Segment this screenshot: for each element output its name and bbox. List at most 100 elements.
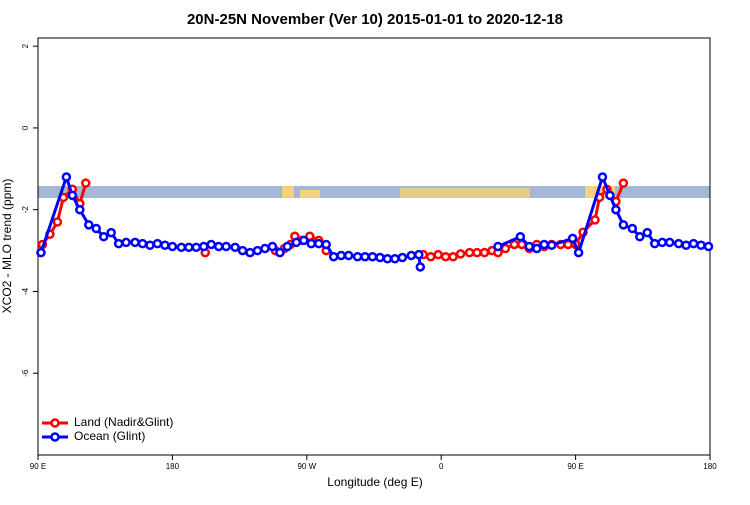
point xyxy=(328,251,339,262)
x-tick-label: 180 xyxy=(166,462,180,471)
point xyxy=(206,239,216,250)
point xyxy=(664,237,675,248)
point xyxy=(145,240,155,251)
point xyxy=(213,241,224,252)
point xyxy=(113,238,124,249)
point xyxy=(230,242,240,253)
point xyxy=(390,254,400,264)
point xyxy=(479,247,490,258)
point xyxy=(406,250,417,261)
point xyxy=(375,252,385,263)
point xyxy=(321,239,331,250)
point xyxy=(367,251,378,262)
legend-marker xyxy=(50,418,60,428)
legend-marker xyxy=(50,432,60,442)
point xyxy=(681,240,691,251)
x-axis-label: Longitude (deg E) xyxy=(327,475,422,489)
point xyxy=(611,204,621,215)
legend-label: Land (Nadir&Glint) xyxy=(74,415,173,429)
point xyxy=(306,238,317,249)
point xyxy=(397,252,408,263)
point xyxy=(221,241,231,252)
y-tick-label: -4 xyxy=(21,287,30,295)
point xyxy=(343,250,354,261)
point xyxy=(455,249,466,259)
point xyxy=(282,241,293,252)
y-tick-label: 0 xyxy=(21,125,30,130)
point xyxy=(440,251,451,262)
point xyxy=(352,251,363,262)
point xyxy=(313,238,324,249)
point xyxy=(696,240,706,251)
point xyxy=(184,242,194,253)
point xyxy=(252,245,263,256)
point xyxy=(649,238,660,249)
point xyxy=(635,231,645,242)
point xyxy=(688,238,699,249)
point xyxy=(299,235,309,246)
point xyxy=(425,251,436,262)
point xyxy=(573,247,584,258)
point xyxy=(703,241,714,252)
point xyxy=(382,254,393,264)
y-tick-label: -6 xyxy=(21,369,30,377)
point xyxy=(237,245,248,256)
point xyxy=(627,223,638,234)
point xyxy=(515,231,526,242)
x-tick-label: 90 E xyxy=(30,462,46,471)
point xyxy=(532,243,542,254)
point xyxy=(336,250,346,261)
legend-label: Ocean (Glint) xyxy=(74,429,145,443)
point xyxy=(106,227,116,238)
point xyxy=(191,242,202,253)
point xyxy=(260,243,270,254)
point xyxy=(524,241,535,252)
point xyxy=(75,204,85,215)
point xyxy=(84,220,94,230)
point xyxy=(414,249,424,260)
point xyxy=(433,249,443,260)
point xyxy=(464,247,475,258)
point xyxy=(36,247,46,258)
point xyxy=(618,178,629,188)
point xyxy=(657,237,667,248)
point xyxy=(597,172,608,182)
point xyxy=(618,220,629,230)
point xyxy=(137,238,148,249)
point xyxy=(415,262,426,272)
point xyxy=(448,251,458,262)
point xyxy=(167,241,178,252)
point xyxy=(52,217,63,227)
point xyxy=(472,247,482,258)
point xyxy=(642,227,653,238)
point xyxy=(605,190,615,201)
point xyxy=(61,172,72,182)
x-tick-label: 90 E xyxy=(567,462,583,471)
point xyxy=(67,190,78,201)
point xyxy=(500,243,511,254)
point xyxy=(130,237,140,248)
point xyxy=(199,241,209,252)
point xyxy=(152,238,163,249)
point xyxy=(360,251,370,262)
point xyxy=(81,178,91,188)
point xyxy=(291,237,302,248)
point xyxy=(91,223,101,234)
point xyxy=(275,247,285,258)
y-axis-label: XCO2 - MLO trend (ppm) xyxy=(0,179,14,314)
point xyxy=(176,242,187,253)
point xyxy=(546,240,557,251)
point xyxy=(567,233,578,244)
y-tick-label: 2 xyxy=(21,43,30,48)
point xyxy=(160,240,170,251)
x-tick-label: 90 W xyxy=(297,462,316,471)
point xyxy=(245,247,255,258)
point xyxy=(673,238,684,249)
x-tick-label: 0 xyxy=(439,462,444,471)
y-tick-label: -2 xyxy=(21,206,30,214)
point xyxy=(539,239,549,250)
point xyxy=(590,215,600,225)
point xyxy=(493,241,503,252)
chart-title: 20N-25N November (Ver 10) 2015-01-01 to … xyxy=(187,11,563,28)
